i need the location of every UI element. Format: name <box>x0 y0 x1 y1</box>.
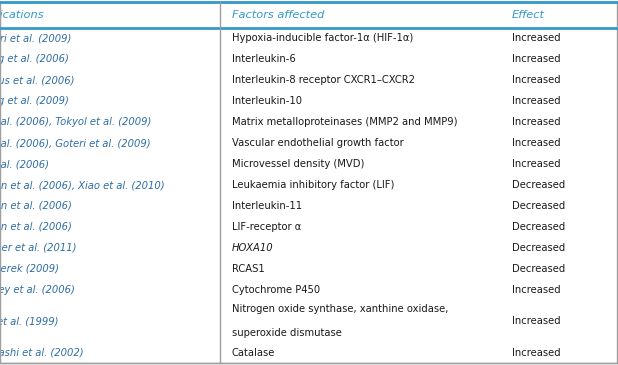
Text: Vascular endothelial growth factor: Vascular endothelial growth factor <box>232 138 404 148</box>
Text: Interleukin-8 receptor CXCR1–CXCR2: Interleukin-8 receptor CXCR1–CXCR2 <box>232 75 415 85</box>
Text: Decreased: Decreased <box>512 201 565 211</box>
Text: Li et al. (2006): Li et al. (2006) <box>0 159 49 169</box>
Text: Leukaemia inhibitory factor (LIF): Leukaemia inhibitory factor (LIF) <box>232 180 394 190</box>
Text: Increased: Increased <box>512 316 561 326</box>
Text: Goteri et al. (2009): Goteri et al. (2009) <box>0 34 71 43</box>
Text: Increased: Increased <box>512 54 561 64</box>
Text: Increased: Increased <box>512 138 561 148</box>
Text: Matrix metalloproteinases (MMP2 and MMP9): Matrix metalloproteinases (MMP2 and MMP9… <box>232 117 457 127</box>
Text: Ota et al. (1999): Ota et al. (1999) <box>0 316 59 326</box>
Text: LIF-receptor α: LIF-receptor α <box>232 222 301 232</box>
Text: Increased: Increased <box>512 347 561 358</box>
Text: Lessey et al. (2006): Lessey et al. (2006) <box>0 285 75 295</box>
Text: Boken et al. (2006): Boken et al. (2006) <box>0 222 72 232</box>
Text: Interleukin-11: Interleukin-11 <box>232 201 302 211</box>
Text: Catalase: Catalase <box>232 347 276 358</box>
Text: HOXA10: HOXA10 <box>232 243 274 253</box>
Text: Increased: Increased <box>512 159 561 169</box>
Text: Effect: Effect <box>512 10 545 20</box>
Text: Ulukus et al. (2006): Ulukus et al. (2006) <box>0 75 75 85</box>
Text: Microvessel density (MVD): Microvessel density (MVD) <box>232 159 365 169</box>
Text: Wicherek (2009): Wicherek (2009) <box>0 264 59 274</box>
Text: Wang et al. (2009): Wang et al. (2009) <box>0 96 69 106</box>
Text: Increased: Increased <box>512 75 561 85</box>
Text: Fischer et al. (2011): Fischer et al. (2011) <box>0 243 77 253</box>
Text: Agarashi et al. (2002): Agarashi et al. (2002) <box>0 347 85 358</box>
Text: Decreased: Decreased <box>512 222 565 232</box>
Text: Decreased: Decreased <box>512 243 565 253</box>
Text: Increased: Increased <box>512 34 561 43</box>
Text: superoxide dismutase: superoxide dismutase <box>232 328 342 338</box>
Text: Hypoxia-inducible factor-1α (HIF-1α): Hypoxia-inducible factor-1α (HIF-1α) <box>232 34 413 43</box>
Text: Interleukin-6: Interleukin-6 <box>232 54 296 64</box>
Text: Boken et al. (2006), Xiao et al. (2010): Boken et al. (2006), Xiao et al. (2010) <box>0 180 164 190</box>
Text: Li et al. (2006), Tokyol et al. (2009): Li et al. (2006), Tokyol et al. (2009) <box>0 117 151 127</box>
Text: Publications: Publications <box>0 10 44 20</box>
Text: Decreased: Decreased <box>512 264 565 274</box>
Text: Wang et al. (2006): Wang et al. (2006) <box>0 54 69 64</box>
Text: RCAS1: RCAS1 <box>232 264 265 274</box>
Text: Interleukin-10: Interleukin-10 <box>232 96 302 106</box>
Text: Li et al. (2006), Goteri et al. (2009): Li et al. (2006), Goteri et al. (2009) <box>0 138 151 148</box>
Text: Factors affected: Factors affected <box>232 10 324 20</box>
Text: Cytochrome P450: Cytochrome P450 <box>232 285 320 295</box>
Text: Boken et al. (2006): Boken et al. (2006) <box>0 201 72 211</box>
Text: Decreased: Decreased <box>512 180 565 190</box>
Text: Increased: Increased <box>512 96 561 106</box>
Text: Increased: Increased <box>512 285 561 295</box>
Text: Increased: Increased <box>512 117 561 127</box>
Text: Nitrogen oxide synthase, xanthine oxidase,: Nitrogen oxide synthase, xanthine oxidas… <box>232 304 449 314</box>
